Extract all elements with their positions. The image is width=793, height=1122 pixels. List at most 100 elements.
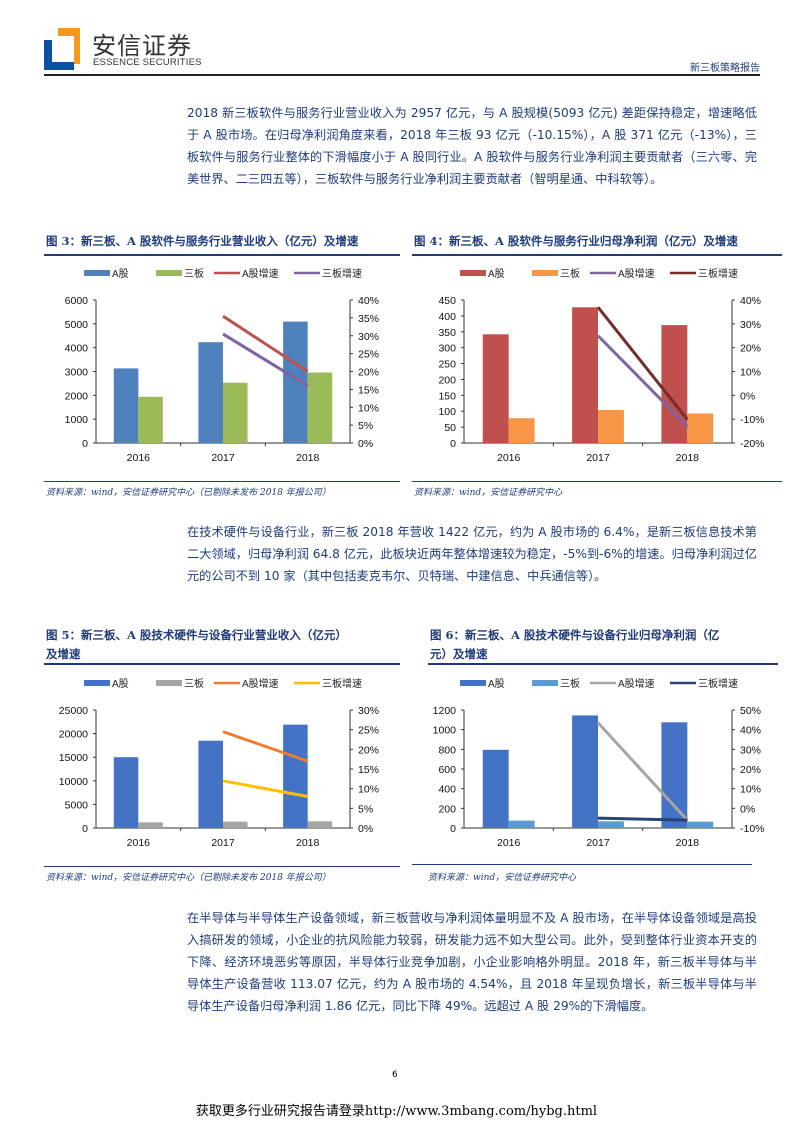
svg-text:30%: 30% <box>740 319 761 331</box>
svg-text:2017: 2017 <box>211 452 235 464</box>
legend-item: 三板 <box>532 677 580 690</box>
svg-text:0%: 0% <box>740 390 755 402</box>
svg-text:三板增速: 三板增速 <box>698 267 738 280</box>
figure-4-source-rule <box>412 481 782 482</box>
svg-text:5%: 5% <box>358 420 373 432</box>
brand-name-en: ESSENCE SECURITIES <box>93 57 202 68</box>
legend-item: A股 <box>84 678 129 690</box>
svg-text:2016: 2016 <box>497 452 521 464</box>
svg-text:0: 0 <box>82 823 88 835</box>
figure-6-rule <box>428 663 778 665</box>
bar <box>482 749 509 828</box>
svg-text:400: 400 <box>438 784 456 796</box>
figure-4-title: 图 4：新三板、A 股软件与服务行业归母净利润（亿元）及增速 <box>414 234 738 248</box>
figure-6-chart: A股 三板 A股增速 三板增速 0 200 400 600 800 1000 1200 -10% 0% 1… <box>412 670 782 860</box>
figure-3-title: 图 3：新三板、A 股软件与服务行业营业收入（亿元）及增速 <box>46 234 359 248</box>
bar <box>307 821 333 828</box>
svg-text:20%: 20% <box>740 343 761 355</box>
svg-text:0%: 0% <box>358 823 373 835</box>
svg-text:5000: 5000 <box>65 319 89 331</box>
svg-text:三板: 三板 <box>560 267 580 280</box>
legend-item: A股增速 <box>214 267 279 280</box>
figure-6-title-line2: 元）及增速 <box>430 647 488 661</box>
bar <box>198 740 223 828</box>
chart-svg: A股 三板 A股增速 三板增速 0 5000 10000 15000 20000 25000 0% 5… <box>59 677 379 849</box>
bar <box>508 418 535 443</box>
svg-text:10%: 10% <box>358 402 379 414</box>
figure-6-source-rule <box>412 864 752 865</box>
bar <box>661 722 688 828</box>
legend-item: A股 <box>460 678 505 690</box>
legend-item: 三板增速 <box>670 677 738 690</box>
figure-6-source: 资料来源：wind，安信证券研究中心 <box>428 873 577 883</box>
essence-logo-icon <box>44 28 80 70</box>
bar <box>598 409 624 443</box>
footer-link-text[interactable]: 获取更多行业研究报告请登录http://www.3mbang.com/hybg.… <box>195 1104 598 1119</box>
figure-5-chart: A股 三板 A股增速 三板增速 0 5000 10000 15000 20000 25000 0% 5… <box>44 670 400 860</box>
svg-text:50%: 50% <box>740 705 761 717</box>
figure-3-chart: A股 三板 A股增速 三板增速 0 1000 2000 3000 4000 5000 6000 0% 5… <box>44 260 400 475</box>
svg-text:2018: 2018 <box>676 452 700 464</box>
report-title: 新三板策略报告 <box>690 63 760 74</box>
figure-4-source: 资料来源：wind，安信证券研究中心 <box>414 488 563 498</box>
svg-text:40%: 40% <box>358 295 379 307</box>
growth-line <box>222 314 309 373</box>
svg-text:三板: 三板 <box>184 267 204 280</box>
svg-text:800: 800 <box>438 744 456 756</box>
figure-5-rule <box>44 663 400 665</box>
bar <box>508 820 535 828</box>
svg-text:A股: A股 <box>488 678 505 690</box>
svg-text:2000: 2000 <box>65 390 89 402</box>
bar <box>283 724 308 828</box>
svg-text:25%: 25% <box>358 349 379 361</box>
svg-text:0: 0 <box>450 438 456 450</box>
growth-line <box>597 816 688 822</box>
svg-text:2016: 2016 <box>497 837 521 849</box>
page-header: 安信证券 ESSENCE SECURITIES 新三板策略报告 <box>44 26 760 74</box>
svg-text:20%: 20% <box>358 367 379 379</box>
svg-text:15000: 15000 <box>59 752 88 764</box>
bar <box>138 396 163 443</box>
figure-4-rule <box>412 254 782 256</box>
svg-text:-10%: -10% <box>740 414 765 426</box>
svg-text:10%: 10% <box>358 784 379 796</box>
figure-3-rule <box>44 254 400 256</box>
svg-text:1000: 1000 <box>433 725 457 737</box>
svg-text:A股增速: A股增速 <box>242 267 279 280</box>
paragraph-semiconductor: 在半导体与半导体生产设备领域，新三板营收与净利润体量明显不及 A 股市场，在半导… <box>187 911 757 1013</box>
svg-text:0: 0 <box>450 823 456 835</box>
figure-4-chart: A股 三板 A股增速 三板增速 0 50 100 150 200 250 300 350 400 450 -… <box>412 260 782 475</box>
legend-item: 三板 <box>532 267 580 280</box>
svg-text:5000: 5000 <box>65 799 89 811</box>
bar <box>572 715 598 828</box>
svg-text:三板: 三板 <box>560 677 580 690</box>
page-number: 6 <box>392 1070 398 1080</box>
svg-text:A股增速: A股增速 <box>242 677 279 690</box>
svg-text:10%: 10% <box>740 784 761 796</box>
bar <box>198 342 223 443</box>
legend-item: 三板增速 <box>294 267 362 280</box>
svg-text:30%: 30% <box>358 705 379 717</box>
svg-text:A股增速: A股增速 <box>618 267 655 280</box>
figure-6-title: 图 6：新三板、A 股技术硬件与设备行业归母净利润（亿 元）及增速 <box>430 626 780 664</box>
svg-text:5%: 5% <box>358 803 373 815</box>
legend-item: A股增速 <box>590 677 655 690</box>
paragraph-software-services: 2018 新三板软件与服务行业营业收入为 2957 亿元，与 A 股规模(509… <box>187 106 757 186</box>
svg-text:100: 100 <box>438 406 456 418</box>
growth-line <box>222 332 309 388</box>
svg-text:三板增速: 三板增速 <box>322 677 362 690</box>
svg-text:1000: 1000 <box>65 414 89 426</box>
svg-text:10%: 10% <box>740 367 761 379</box>
svg-text:300: 300 <box>438 343 456 355</box>
bar <box>223 821 248 828</box>
svg-text:200: 200 <box>438 374 456 386</box>
svg-text:15%: 15% <box>358 764 379 776</box>
bar <box>223 382 248 443</box>
svg-text:2018: 2018 <box>296 837 320 849</box>
svg-text:-20%: -20% <box>740 438 765 450</box>
svg-text:0%: 0% <box>740 803 755 815</box>
growth-line <box>596 306 689 421</box>
growth-line <box>222 730 309 763</box>
legend-item: A股 <box>84 268 129 280</box>
svg-text:250: 250 <box>438 359 456 371</box>
